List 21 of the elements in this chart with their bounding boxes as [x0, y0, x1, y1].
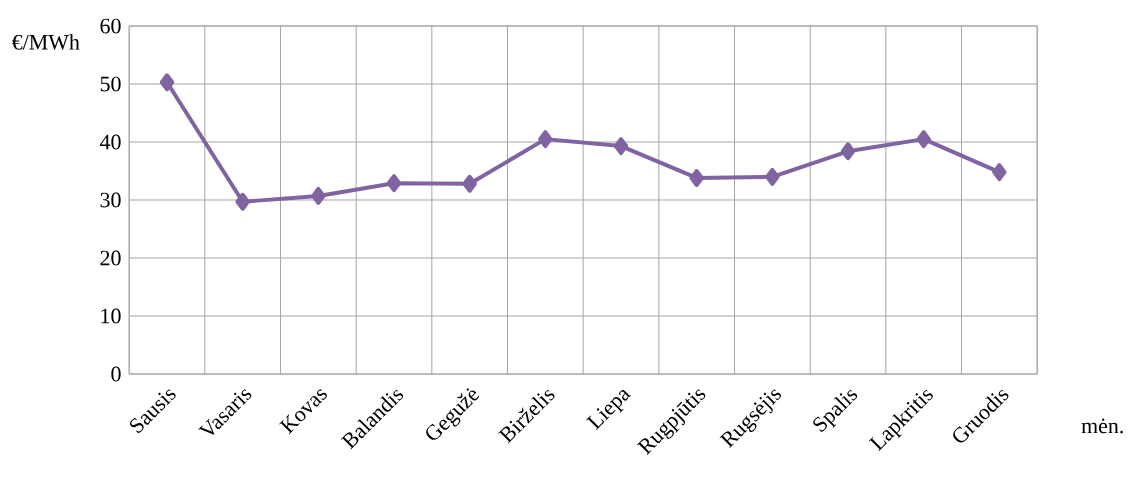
point [916, 130, 931, 149]
y-tick-label: 0 [111, 366, 121, 382]
y-tick-label: 40 [99, 134, 121, 150]
point [840, 142, 856, 161]
point [689, 168, 704, 187]
y-tick-label: 30 [100, 192, 121, 208]
y-axis-title: €/MWh [12, 34, 80, 50]
point [386, 174, 402, 193]
y-tick-label: 20 [100, 250, 121, 266]
y-tick-label: 10 [101, 308, 121, 324]
point [765, 167, 780, 186]
point [613, 137, 629, 156]
point [159, 73, 175, 92]
y-tick-label: 60 [100, 18, 121, 34]
point [311, 186, 326, 205]
point [992, 163, 1007, 182]
y-tick-label: 50 [100, 76, 121, 92]
point [462, 174, 477, 193]
x-axis-title: mėn. [1081, 418, 1123, 434]
point [235, 192, 250, 211]
point [538, 130, 553, 149]
